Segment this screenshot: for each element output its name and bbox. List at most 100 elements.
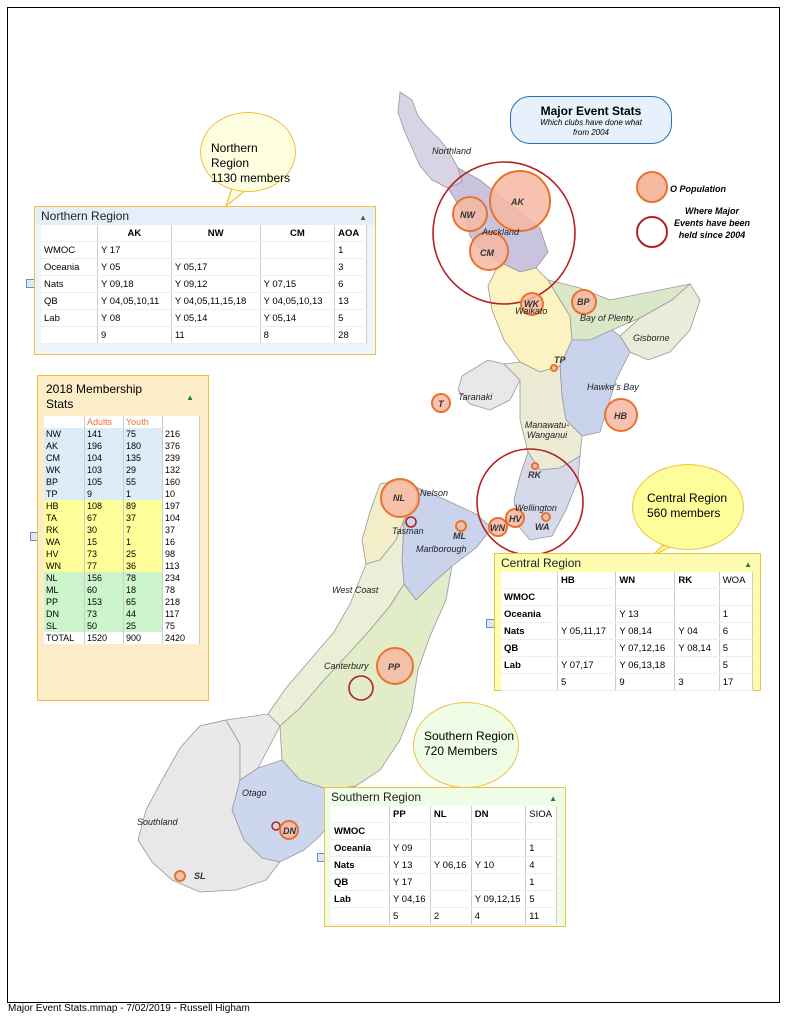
col-header: NL	[430, 806, 472, 823]
cell	[430, 822, 472, 840]
tasman-event-circle	[405, 516, 417, 528]
map-subtitle-1: Which clubs have done what	[540, 118, 642, 127]
membership-title-2: Stats	[46, 397, 74, 411]
membership-row: WN 77 36 113	[44, 560, 200, 572]
membership-cell: 73	[84, 548, 124, 560]
membership-cell: 1	[123, 488, 163, 500]
table-row: Nats Y 09,18 Y 09,12 Y 07,15 6	[41, 275, 367, 293]
col-header: NW	[171, 225, 261, 242]
cell	[260, 241, 336, 259]
cell: Lab	[331, 890, 390, 908]
cell: 5	[719, 639, 754, 657]
membership-cell: 141	[84, 428, 124, 440]
club-label-hv: HV	[509, 514, 522, 524]
club-ak-circle	[489, 170, 551, 232]
membership-row: PP 153 65 218	[44, 596, 200, 608]
club-label-pp: PP	[388, 662, 401, 672]
collapse-icon[interactable]: ▲	[744, 560, 752, 569]
cell: 9	[97, 326, 172, 344]
cell: Y 05,14	[260, 309, 336, 327]
club-dn-circle	[279, 820, 299, 840]
club-hb-circle	[604, 398, 638, 432]
central-table: HB WN RK WOA WMOC Oceania Y 13 1 Nats Y 05,…	[501, 572, 754, 691]
cell	[171, 241, 261, 259]
footer-text: Major Event Stats.mmap - 7/02/2019 - Rus…	[8, 1003, 250, 1014]
membership-row: TOTAL 1520 900 2420	[44, 632, 200, 644]
central-bubble-line1: Central Region	[647, 491, 728, 505]
cell: Oceania	[501, 605, 558, 623]
cell: 5	[389, 907, 431, 925]
membership-cell: 18	[123, 584, 163, 596]
central-panel-title: Central Region	[501, 556, 582, 570]
fiordland-edge	[179, 713, 281, 781]
cell: 2	[430, 907, 472, 925]
cell: Y 09,12,15	[471, 890, 527, 908]
legend-population-swatch	[636, 171, 668, 203]
membership-cell: 103	[84, 464, 124, 476]
membership-cell: WK	[44, 464, 85, 476]
membership-cell: NL	[44, 572, 85, 584]
collapse-icon[interactable]: ▲	[186, 393, 194, 402]
cell: 5	[525, 890, 557, 908]
membership-row: WA 15 1 16	[44, 536, 200, 548]
membership-cell: 29	[123, 464, 163, 476]
southern-region-bubble[interactable]: Southern Region 720 Members	[413, 702, 519, 788]
cell: Y 04,16	[389, 890, 431, 908]
membership-cell: 153	[84, 596, 124, 608]
club-label-wa: WA	[535, 522, 550, 532]
membership-cell: 16	[162, 536, 200, 548]
club-cm-circle	[469, 231, 509, 271]
title-box[interactable]: Major Event Stats Which clubs have done …	[510, 96, 672, 144]
cell: Y 09,12	[171, 275, 261, 293]
membership-cell: 108	[84, 500, 124, 512]
label-otago: Otago	[242, 788, 267, 798]
collapse-icon[interactable]: ▲	[549, 794, 557, 803]
southern-bubble-line1: Southern Region	[424, 729, 515, 743]
northern-bubble-line2: 1130 members	[211, 171, 291, 185]
cell	[430, 873, 472, 891]
label-gisborne: Gisborne	[633, 333, 670, 343]
cell: Y 05,14	[171, 309, 261, 327]
table-row: WMOC	[331, 822, 557, 840]
cell: Y 06,13,18	[615, 656, 676, 674]
cell: 4	[471, 907, 527, 925]
cell: 1	[525, 873, 557, 891]
club-wa-circle	[541, 512, 551, 522]
club-label-ak: AK	[511, 197, 524, 207]
cell: Y 10	[471, 856, 527, 874]
table-header-row: PP NL DN SIOA	[331, 806, 557, 823]
central-region-bubble[interactable]: Central Region 560 members	[632, 464, 744, 550]
table-header-row: AK NW CM AOA	[41, 225, 367, 242]
membership-cell: 78	[162, 584, 200, 596]
cell: Oceania	[41, 258, 98, 276]
label-marlborough: Marlborough	[416, 544, 467, 554]
northern-region-bubble[interactable]: Northern Region 1130 members	[200, 112, 296, 192]
membership-cell: 98	[162, 548, 200, 560]
membership-cell: 1520	[84, 632, 124, 644]
membership-row: RK 30 7 37	[44, 524, 200, 536]
cell: 9	[615, 673, 676, 691]
membership-cell: 180	[123, 440, 163, 452]
membership-cell: 7	[123, 524, 163, 536]
club-label-tp: TP	[554, 355, 566, 365]
membership-cell: 196	[84, 440, 124, 452]
membership-cell: 55	[123, 476, 163, 488]
page-frame	[7, 7, 780, 1003]
cell: Lab	[41, 309, 98, 327]
cell: 13	[334, 292, 367, 310]
cell: 1	[719, 605, 754, 623]
club-ml-circle	[455, 520, 467, 532]
table-row: WMOC	[501, 588, 754, 606]
table-row: Nats Y 13 Y 06,16 Y 10 4	[331, 856, 557, 874]
membership-cell: RK	[44, 524, 85, 536]
label-taranaki: Taranaki	[458, 392, 493, 402]
membership-cell: WA	[44, 536, 85, 548]
membership-cell: 117	[162, 608, 200, 620]
membership-row: HV 73 25 98	[44, 548, 200, 560]
membership-cell: 113	[162, 560, 200, 572]
club-rk-circle	[531, 462, 539, 470]
membership-cell: 160	[162, 476, 200, 488]
table-row: Lab Y 08 Y 05,14 Y 05,14 5	[41, 309, 367, 327]
collapse-icon[interactable]: ▲	[359, 213, 367, 222]
